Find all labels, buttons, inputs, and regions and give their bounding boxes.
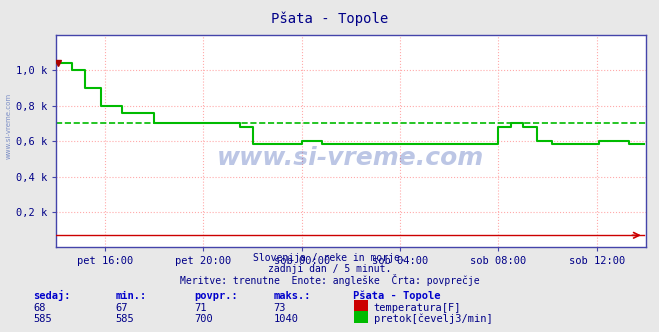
Text: Slovenija / reke in morje.: Slovenija / reke in morje.: [253, 253, 406, 263]
Text: sedaj:: sedaj:: [33, 290, 71, 301]
Text: 73: 73: [273, 303, 286, 313]
Text: 585: 585: [33, 314, 51, 324]
Text: www.si-vreme.com: www.si-vreme.com: [5, 93, 11, 159]
Text: 68: 68: [33, 303, 45, 313]
Text: pretok[čevelj3/min]: pretok[čevelj3/min]: [374, 313, 492, 324]
Text: min.:: min.:: [115, 291, 146, 301]
Text: www.si-vreme.com: www.si-vreme.com: [217, 146, 484, 170]
Text: 700: 700: [194, 314, 213, 324]
Text: Meritve: trenutne  Enote: angleške  Črta: povprečje: Meritve: trenutne Enote: angleške Črta: …: [180, 274, 479, 286]
Text: Pšata - Topole: Pšata - Topole: [353, 290, 440, 301]
Text: temperatura[F]: temperatura[F]: [374, 303, 461, 313]
Text: povpr.:: povpr.:: [194, 291, 238, 301]
Text: zadnji dan / 5 minut.: zadnji dan / 5 minut.: [268, 264, 391, 274]
Text: 67: 67: [115, 303, 128, 313]
Text: 1040: 1040: [273, 314, 299, 324]
Text: maks.:: maks.:: [273, 291, 311, 301]
Text: 585: 585: [115, 314, 134, 324]
Text: Pšata - Topole: Pšata - Topole: [271, 12, 388, 26]
Text: 71: 71: [194, 303, 207, 313]
